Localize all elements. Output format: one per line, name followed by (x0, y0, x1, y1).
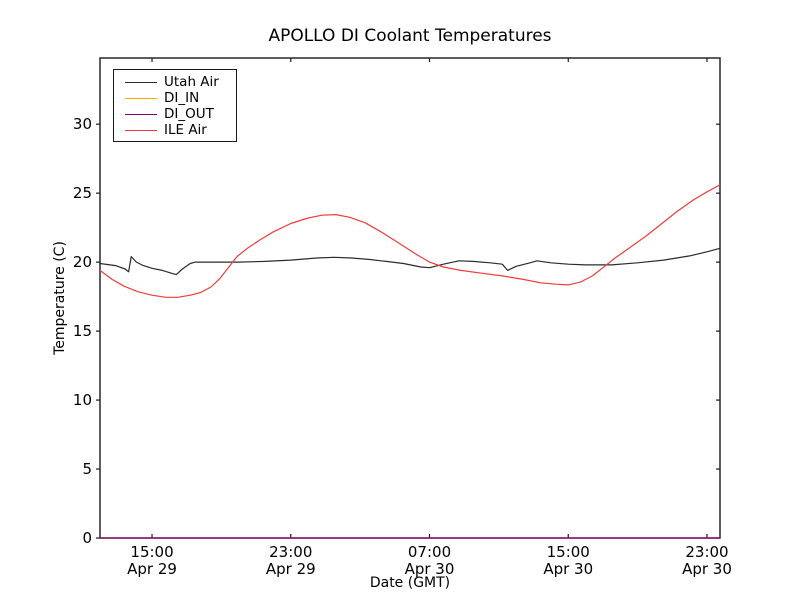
legend-entry-di-in: DI_IN (114, 90, 236, 106)
x-tick-label-time: 15:00 (130, 543, 173, 561)
x-tick-label-date: Apr 29 (266, 560, 316, 578)
x-tick-label-date: Apr 29 (127, 560, 177, 578)
legend-entry-utah-air: Utah Air (114, 74, 236, 90)
chart-title: APOLLO DI Coolant Temperatures (268, 26, 552, 46)
x-axis-label: Date (GMT) (369, 575, 451, 591)
series-line-utah-air (99, 247, 721, 276)
legend-line-swatch (125, 81, 157, 83)
x-tick-label-date: Apr 30 (543, 560, 593, 578)
x-tick-label-time: 07:00 (408, 543, 451, 561)
legend-label: DI_OUT (164, 106, 214, 122)
legend-entry-ile-air: ILE Air (114, 122, 236, 138)
series-line-ile-air (99, 184, 721, 298)
x-tick-label-date: Apr 30 (682, 560, 732, 578)
legend-label: ILE Air (164, 122, 207, 138)
legend-line-swatch (125, 129, 157, 131)
x-tick-label-time: 23:00 (269, 543, 312, 561)
y-tick-label: 15 (73, 322, 92, 340)
legend-line-swatch (125, 113, 157, 115)
y-tick-label: 25 (73, 184, 92, 202)
x-tick-label-date: Apr 30 (405, 560, 455, 578)
legend-entry-di-out: DI_OUT (114, 106, 236, 122)
y-tick-label: 30 (73, 115, 92, 133)
x-tick-label-time: 23:00 (685, 543, 728, 561)
legend-label: Utah Air (164, 74, 219, 90)
legend-line-swatch (125, 97, 157, 99)
x-tick-label-time: 15:00 (547, 543, 590, 561)
legend: Utah Air DI_IN DI_OUT ILE Air (113, 69, 237, 142)
legend-label: DI_IN (164, 90, 200, 106)
y-tick-label: 10 (73, 391, 92, 409)
y-tick-label: 20 (73, 253, 92, 271)
y-tick-label: 5 (82, 460, 92, 478)
y-tick-label: 0 (82, 529, 92, 547)
